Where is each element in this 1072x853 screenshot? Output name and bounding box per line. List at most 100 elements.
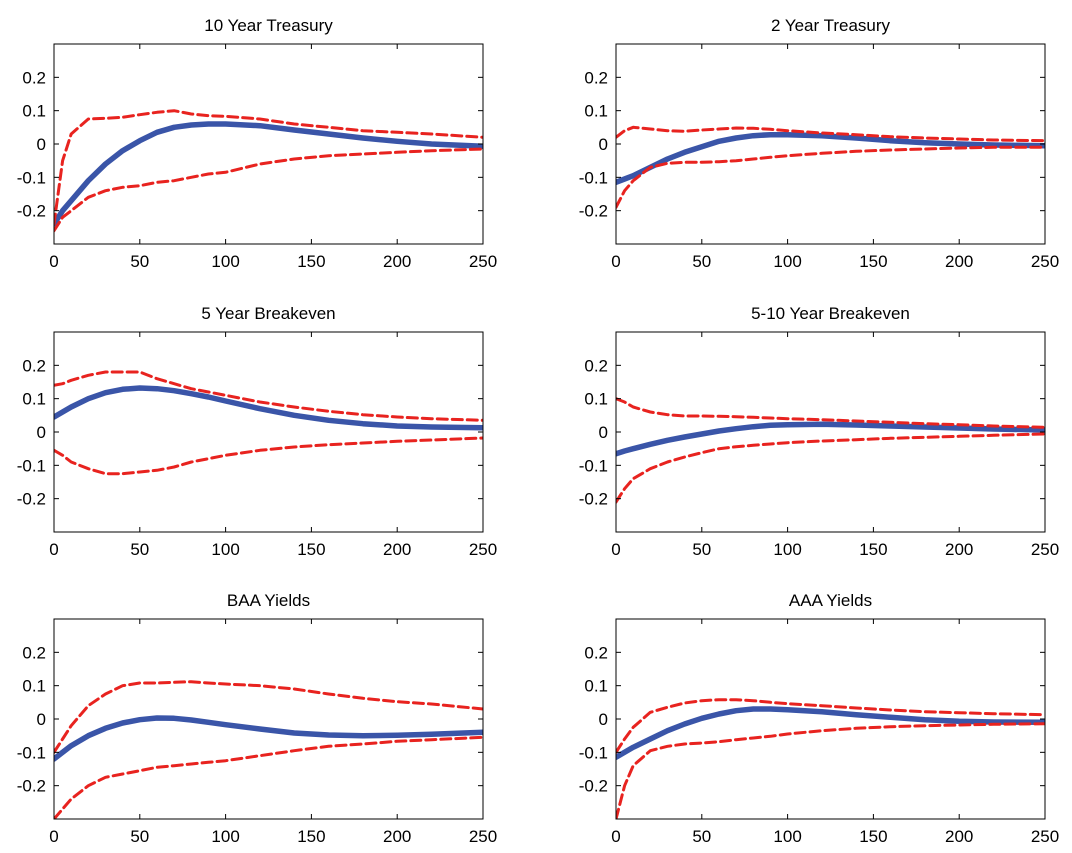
upper-band-line: [54, 109, 483, 226]
y-tick-label: -0.2: [579, 202, 608, 221]
y-tick-label: -0.2: [17, 490, 46, 509]
x-tick-label: 200: [945, 252, 973, 271]
lower-band-line: [54, 735, 483, 819]
x-tick-label: 50: [692, 827, 711, 846]
upper-band-line: [54, 680, 483, 754]
x-tick-label: 250: [1031, 827, 1059, 846]
upper-band-line: [616, 125, 1045, 143]
x-tick-label: 100: [773, 252, 801, 271]
lower-band-line: [54, 436, 483, 476]
y-tick-label: 0.1: [22, 677, 46, 696]
y-tick-label: 0.1: [584, 102, 608, 121]
y-tick-label: 0: [37, 135, 46, 154]
estimate-line: [54, 385, 483, 431]
y-tick-label: 0.1: [584, 390, 608, 409]
x-tick-label: 200: [945, 540, 973, 559]
x-tick-label: 150: [859, 540, 887, 559]
x-tick-label: 100: [211, 540, 239, 559]
x-tick-label: 250: [469, 252, 497, 271]
y-tick-label: -0.2: [579, 777, 608, 796]
estimate-line: [616, 421, 1045, 457]
plot-area: [54, 109, 483, 233]
plot-area: [54, 370, 483, 476]
x-tick-label: 150: [297, 827, 325, 846]
subplot-title: 2 Year Treasury: [771, 16, 891, 35]
x-tick-label: 200: [383, 540, 411, 559]
x-tick-label: 0: [611, 540, 620, 559]
y-tick-label: -0.1: [579, 743, 608, 762]
x-tick-label: 150: [297, 252, 325, 271]
y-tick-label: 0.2: [22, 356, 46, 375]
subplot-3: 5 Year Breakeven 0 50 100 150 200 250 -0.2 -0.1 0…: [17, 304, 497, 559]
upper-band-line: [616, 397, 1045, 429]
y-tick-label: -0.1: [17, 743, 46, 762]
y-tick-label: 0.1: [584, 677, 608, 696]
y-tick-label: -0.2: [17, 202, 46, 221]
x-tick-label: 150: [859, 252, 887, 271]
subplot-2: 2 Year Treasury 0 50 100 150 200 250 -0.2 -0.1 0 0…: [579, 16, 1059, 271]
upper-band-line: [616, 698, 1045, 754]
lower-band-line: [616, 145, 1045, 209]
estimate-line: [616, 706, 1045, 761]
y-tick-label: 0: [599, 710, 608, 729]
x-tick-label: 50: [692, 252, 711, 271]
y-tick-label: -0.1: [579, 168, 608, 187]
lower-band-line: [54, 147, 483, 233]
y-tick-label: 0: [599, 135, 608, 154]
x-tick-label: 150: [297, 540, 325, 559]
x-tick-label: 50: [692, 540, 711, 559]
x-tick-label: 50: [130, 540, 149, 559]
x-tick-label: 0: [49, 540, 58, 559]
y-tick-label: 0.2: [584, 68, 608, 87]
axes-box: [53, 331, 484, 533]
y-tick-label: 0: [599, 423, 608, 442]
x-tick-label: 100: [211, 827, 239, 846]
y-tick-label: -0.1: [17, 168, 46, 187]
axes-box: [615, 331, 1046, 533]
plot-area: [54, 680, 483, 819]
x-tick-label: 200: [383, 252, 411, 271]
y-tick-label: 0: [37, 423, 46, 442]
estimate-line: [54, 121, 483, 227]
x-tick-label: 0: [611, 252, 620, 271]
plot-area: [616, 698, 1045, 819]
y-tick-label: 0: [37, 710, 46, 729]
x-tick-label: 0: [49, 827, 58, 846]
x-tick-label: 150: [859, 827, 887, 846]
plot-area: [616, 125, 1045, 209]
subplot-5: BAA Yields 0 50 100 150 200 250 -0.2 -0.1 0 0.1 0.2: [17, 591, 497, 846]
y-tick-label: -0.2: [17, 777, 46, 796]
x-tick-label: 0: [49, 252, 58, 271]
x-tick-label: 50: [130, 827, 149, 846]
x-tick-label: 100: [773, 540, 801, 559]
upper-band-line: [54, 370, 483, 422]
x-tick-label: 200: [383, 827, 411, 846]
x-tick-label: 100: [773, 827, 801, 846]
x-tick-label: 100: [211, 252, 239, 271]
y-tick-label: 0.1: [22, 102, 46, 121]
y-tick-label: 0.2: [584, 356, 608, 375]
lower-band-line: [616, 722, 1045, 819]
plot-area: [616, 397, 1045, 504]
subplot-title: AAA Yields: [789, 591, 872, 610]
subplot-title: 5 Year Breakeven: [201, 304, 335, 323]
x-tick-label: 250: [469, 827, 497, 846]
y-tick-label: -0.1: [579, 456, 608, 475]
subplot-1: 10 Year Treasury 0 50 100 150 200 250 -0.2 -0.1 0…: [17, 16, 497, 271]
subplot-6: AAA Yields 0 50 100 150 200 250 -0.2 -0.1 0 0.1 0.2: [579, 591, 1059, 846]
subplot-title: 10 Year Treasury: [204, 16, 333, 35]
subplot-title: BAA Yields: [227, 591, 310, 610]
estimate-line: [54, 715, 483, 762]
y-tick-label: -0.2: [579, 490, 608, 509]
y-tick-label: 0.2: [584, 643, 608, 662]
y-tick-label: -0.1: [17, 456, 46, 475]
y-tick-label: 0.2: [22, 643, 46, 662]
subplot-4: 5-10 Year Breakeven 0 50 100 150 200 250 -0.2 -0…: [579, 304, 1059, 559]
x-tick-label: 0: [611, 827, 620, 846]
y-tick-label: 0.2: [22, 68, 46, 87]
axes-box: [53, 618, 484, 820]
subplot-title: 5-10 Year Breakeven: [751, 304, 910, 323]
x-tick-label: 200: [945, 827, 973, 846]
lower-band-line: [616, 432, 1045, 504]
